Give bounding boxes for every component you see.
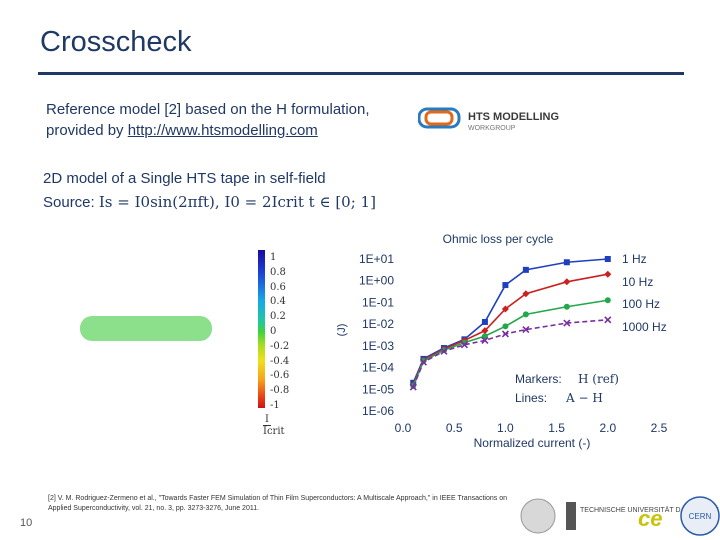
colorbar-label-denominator: Icrit xyxy=(263,426,285,437)
colorbar-tick-label: 0 xyxy=(270,326,277,337)
footer-logos: TECHNISCHE UNIVERSITÄT DARMSTADT ce CERN xyxy=(520,496,720,536)
y-tick-label: 1E-04 xyxy=(362,361,394,375)
bullet-reference-line1: Reference model [2] based on the H formu… xyxy=(46,100,370,120)
data-point-marker xyxy=(563,259,570,266)
y-tick-label: 1E-05 xyxy=(362,382,394,396)
legend-series-label: 1000 Hz xyxy=(622,320,667,334)
bullet-source: Source: Is = I0sin(2πft), I0 = 2Icrit t … xyxy=(43,192,376,213)
data-point-marker xyxy=(563,319,571,327)
source-label: Source: xyxy=(43,194,99,211)
legend-lines-label: Lines: xyxy=(515,391,547,405)
cern-logo-text: CERN xyxy=(689,512,712,521)
colorbar-tick-label: 0.8 xyxy=(270,266,286,278)
series-line xyxy=(412,258,608,384)
colorbar-tick-label: 0.2 xyxy=(270,311,286,323)
tu-darmstadt-text: TECHNISCHE UNIVERSITÄT DARMSTADT xyxy=(580,506,719,514)
data-point-marker xyxy=(522,266,529,273)
colorbar-gradient xyxy=(258,250,265,408)
data-point-marker xyxy=(522,311,529,318)
legend-markers-value: H (ref) xyxy=(578,372,619,386)
y-tick-label: 1E+01 xyxy=(359,252,394,266)
y-axis-label: (J) xyxy=(336,324,348,337)
data-point-marker xyxy=(563,278,571,286)
y-tick-label: 1E+00 xyxy=(359,274,394,288)
data-point-marker xyxy=(481,318,488,325)
data-point-marker xyxy=(604,316,612,324)
bullet-reference-line2: provided by http://www.htsmodelling.com xyxy=(46,121,318,141)
colorbar-label-numerator: I xyxy=(263,414,271,426)
chart-axes: 1E+01 1E+00 1E-01 1E-02 1E-03 1E-04 1E-05 1E-06… xyxy=(359,252,668,435)
legend-series-label: 100 Hz xyxy=(622,297,660,311)
x-axis-label: Normalized current (-) xyxy=(474,436,591,450)
hts-modelling-logo: HTS MODELLING WORKGROUP xyxy=(418,107,559,132)
y-tick-label: 1E-01 xyxy=(362,295,394,309)
data-point-marker xyxy=(522,326,530,334)
green-highlight-shape xyxy=(80,316,212,341)
data-point-marker xyxy=(604,270,612,278)
title-divider xyxy=(38,72,684,75)
legend-box-background xyxy=(508,366,630,406)
chart-title: Ohmic loss per cycle xyxy=(443,232,554,246)
legend-markers-label: Markers: xyxy=(515,372,562,386)
logo-main-text: HTS MODELLING xyxy=(468,111,559,123)
slide-number: 10 xyxy=(20,517,33,529)
data-point-marker xyxy=(522,290,530,298)
ce-logo: ce xyxy=(638,506,662,531)
x-tick-label: 2.5 xyxy=(651,421,668,435)
colorbar-tick-label: -0.4 xyxy=(270,355,290,367)
y-tick-label: 1E-02 xyxy=(362,317,394,331)
logo-ring-blue xyxy=(418,107,461,129)
university-seal-logo xyxy=(520,498,556,534)
x-tick-label: 0.5 xyxy=(446,421,463,435)
x-tick-label: 1.0 xyxy=(497,421,514,435)
x-tick-label: 0.0 xyxy=(395,421,412,435)
tu-darmstadt-mark xyxy=(566,502,576,530)
data-point-marker xyxy=(604,256,611,262)
data-point-marker xyxy=(409,383,417,391)
logo-sub-text: WORKGROUP xyxy=(468,125,516,132)
chart-legend-box: Markers: H (ref) Lines: A − H xyxy=(508,366,630,406)
data-point-marker xyxy=(440,347,448,355)
chart-legend: 1 Hz 10 Hz 100 Hz 1000 Hz xyxy=(622,252,667,334)
reference-footnote: [2] V. M. Rodriguez-Zermeno et al., "Tow… xyxy=(48,495,508,512)
cern-logo xyxy=(680,496,720,536)
data-point-marker xyxy=(501,305,509,313)
colorbar-tick-label: 0.4 xyxy=(270,296,286,308)
provided-by-text: provided by xyxy=(46,122,128,139)
colorbar-tick-label: 0.6 xyxy=(270,281,286,293)
data-point-marker xyxy=(481,327,489,335)
bullet-model-description: 2D model of a Single HTS tape in self-fi… xyxy=(43,170,326,187)
colorbar-tick-label: -0.8 xyxy=(270,385,290,397)
colorbar-tick-label: -0.2 xyxy=(270,340,290,352)
data-point-marker xyxy=(460,341,469,349)
htsmodelling-link[interactable]: http://www.htsmodelling.com xyxy=(127,122,318,139)
y-tick-label: 1E-03 xyxy=(362,339,394,353)
colorbar-tick-label: -0.6 xyxy=(270,370,290,382)
data-point-marker xyxy=(501,330,509,338)
data-point-marker xyxy=(502,282,509,289)
data-point-marker xyxy=(481,333,488,340)
logo-ring-orange xyxy=(424,110,454,126)
data-point-marker xyxy=(563,303,570,310)
data-point-marker xyxy=(481,336,489,344)
x-tick-label: 1.5 xyxy=(548,421,565,435)
bullet-reference-text: Reference model [2] based on the H formu… xyxy=(46,101,370,118)
source-formula: Is = I0sin(2πft), I0 = 2Icrit t ∈ [0; 1] xyxy=(98,193,376,211)
legend-series-label: 1 Hz xyxy=(622,252,647,266)
y-tick-label: 1E-06 xyxy=(362,404,394,418)
colorbar-tick-label: -1 xyxy=(270,400,280,411)
data-point-marker xyxy=(604,297,611,304)
chart-series xyxy=(409,256,612,391)
legend-lines-value: A − H xyxy=(565,391,603,405)
data-point-marker xyxy=(502,323,509,330)
colorbar-axis-label: I Icrit xyxy=(263,414,293,437)
data-point-marker xyxy=(419,358,428,366)
legend-series-label: 10 Hz xyxy=(622,275,653,289)
x-tick-label: 2.0 xyxy=(599,421,616,435)
colorbar-tick-label: 1 xyxy=(270,252,277,263)
slide-title: Crosscheck xyxy=(40,26,192,58)
